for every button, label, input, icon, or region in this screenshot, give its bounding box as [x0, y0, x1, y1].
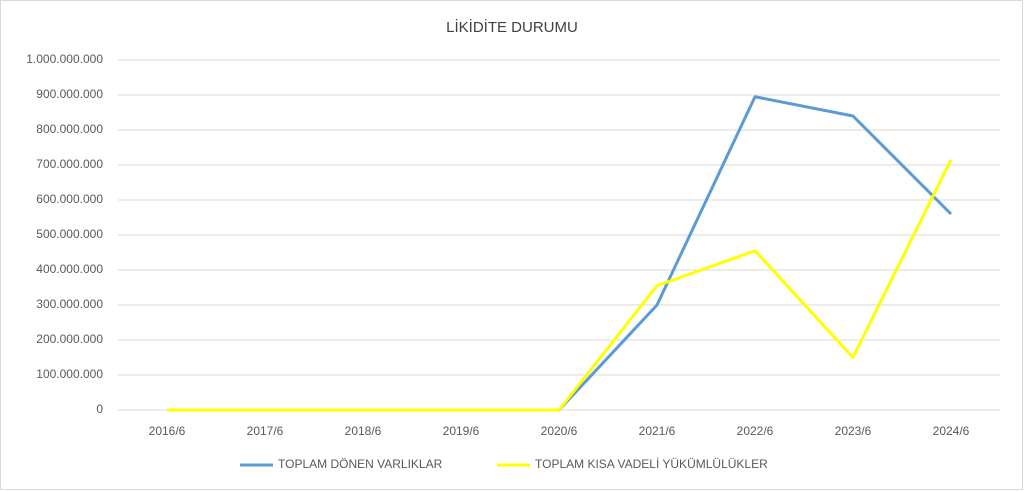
y-tick-label: 600.000.000: [36, 192, 103, 206]
x-tick-label: 2023/6: [835, 424, 872, 438]
y-tick-label: 800.000.000: [36, 122, 103, 136]
x-tick-label: 2021/6: [639, 424, 676, 438]
x-tick-label: 2018/6: [345, 424, 382, 438]
x-tick-label: 2024/6: [933, 424, 970, 438]
y-tick-label: 500.000.000: [36, 227, 103, 241]
x-tick-label: 2019/6: [443, 424, 480, 438]
x-tick-label: 2020/6: [541, 424, 578, 438]
legend-label: TOPLAM KISA VADELİ YÜKÜMLÜLÜKLER: [535, 457, 768, 471]
y-tick-label: 400.000.000: [36, 262, 103, 276]
y-tick-label: 0: [96, 402, 103, 416]
y-tick-label: 900.000.000: [36, 87, 103, 101]
x-tick-label: 2016/6: [149, 424, 186, 438]
legend-label: TOPLAM DÖNEN VARLIKLAR: [278, 457, 443, 471]
chart-title: LİKİDİTE DURUMU: [446, 18, 578, 36]
y-tick-label: 1.000.000.000: [26, 52, 103, 66]
y-tick-label: 200.000.000: [36, 332, 103, 346]
y-tick-label: 100.000.000: [36, 367, 103, 381]
series-line: [167, 159, 953, 412]
y-tick-label: 700.000.000: [36, 157, 103, 171]
x-tick-label: 2017/6: [247, 424, 284, 438]
x-tick-label: 2022/6: [737, 424, 774, 438]
y-tick-label: 300.000.000: [36, 297, 103, 311]
